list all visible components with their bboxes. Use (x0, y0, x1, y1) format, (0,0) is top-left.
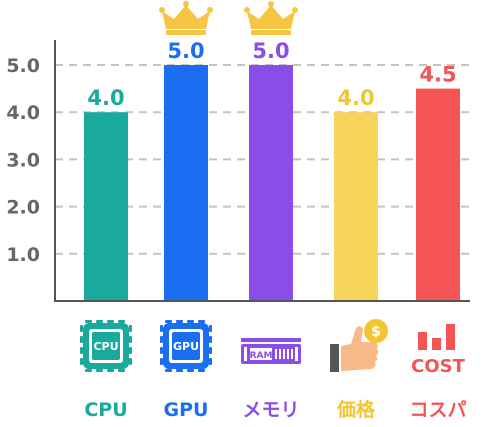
price-thumbs-up-coin-icon: $ (330, 319, 388, 372)
bar (249, 65, 293, 301)
value-label: 4.0 (87, 86, 124, 110)
bar (164, 65, 208, 301)
bar (334, 112, 378, 301)
value-label: 5.0 (167, 39, 204, 63)
crown-icon (244, 1, 298, 35)
value-label: 4.0 (337, 86, 374, 110)
cpu-icon-text: CPU (93, 340, 118, 353)
cost-icon-text: COST (411, 356, 465, 377)
cpu-chip-icon: CPU (80, 320, 132, 372)
y-tick-label: 2.0 (6, 197, 40, 219)
y-tick-label: 3.0 (6, 149, 40, 171)
category-label: コスパ (409, 399, 466, 421)
crowns (159, 1, 298, 35)
gpu-chip-icon: GPU (160, 320, 212, 372)
bar (84, 112, 128, 301)
value-label: 4.5 (419, 63, 456, 87)
category-label: GPU (164, 399, 209, 421)
ram-icon-text: RAM (250, 351, 273, 361)
value-label: 5.0 (252, 39, 289, 63)
category-label: メモリ (242, 399, 299, 421)
category-label: CPU (84, 399, 127, 421)
category-label: 価格 (336, 398, 376, 421)
crown-icon (159, 1, 213, 35)
gpu-icon-text: GPU (173, 340, 199, 353)
bars (84, 65, 460, 301)
coin-icon-text: $ (371, 324, 381, 340)
y-tick-label: 5.0 (6, 55, 40, 77)
bar (416, 88, 460, 301)
y-tick-labels: 1.0 2.0 3.0 4.0 5.0 (6, 55, 40, 266)
y-tick-label: 1.0 (6, 244, 40, 266)
category-labels: CPU GPU メモリ 価格 コスパ (84, 398, 466, 421)
ram-module-icon: RAM (241, 338, 301, 364)
value-labels: 4.0 5.0 5.0 4.0 4.5 (87, 39, 456, 110)
y-tick-label: 4.0 (6, 102, 40, 124)
cost-bars-icon: COST (411, 324, 466, 377)
